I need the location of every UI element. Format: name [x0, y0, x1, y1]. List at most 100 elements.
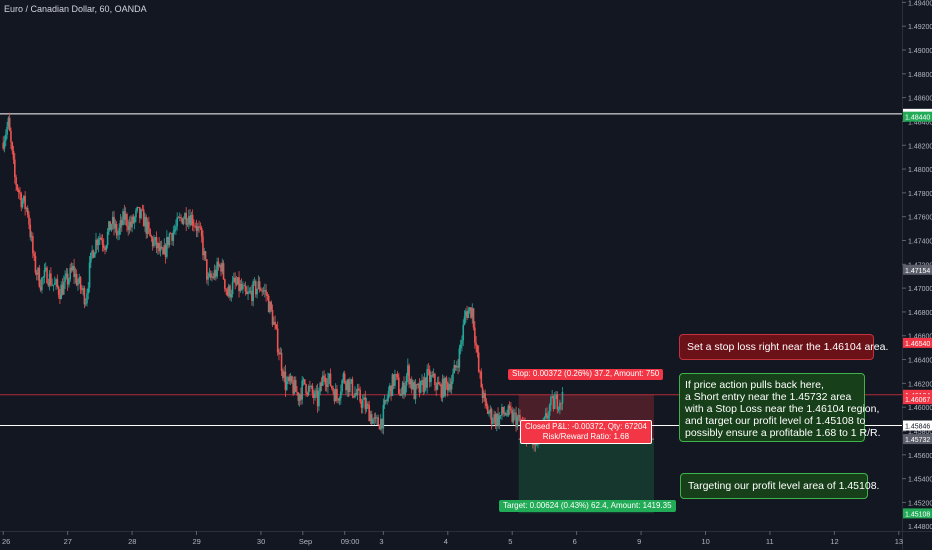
- y-tick-label: 1.45800: [908, 429, 932, 436]
- candle-body: [337, 398, 340, 401]
- candle-body: [444, 377, 447, 397]
- candle-body: [155, 237, 158, 249]
- candle-body: [334, 389, 337, 402]
- candle-body: [167, 237, 169, 246]
- candle-body: [56, 279, 59, 287]
- candle-body: [288, 376, 291, 382]
- candle-body: [78, 277, 81, 283]
- candle-body: [298, 394, 301, 401]
- candle-body: [307, 386, 310, 395]
- candle-body: [44, 267, 47, 270]
- candle-body: [445, 377, 448, 384]
- y-tick-label: 1.47400: [908, 238, 932, 245]
- candle-body: [477, 352, 480, 372]
- candle-body: [10, 130, 12, 143]
- candle-body: [137, 207, 140, 208]
- stop-loss-note[interactable]: Set a stop loss right near the 1.46104 a…: [679, 334, 888, 360]
- candle-body: [29, 224, 32, 238]
- candle-body: [173, 229, 176, 232]
- candle-body: [273, 321, 275, 325]
- candle-body: [452, 373, 454, 382]
- candle-body: [20, 193, 23, 208]
- candle-body: [310, 385, 312, 387]
- candle-body: [113, 216, 115, 229]
- candle-body: [127, 226, 130, 230]
- y-tick-label: 1.48000: [908, 167, 932, 174]
- candle-body: [106, 231, 109, 246]
- candle-body: [552, 396, 555, 409]
- candle-body: [211, 276, 213, 278]
- y-tick-label: 1.49400: [908, 0, 932, 7]
- x-tick-label: 13: [895, 537, 903, 546]
- candle-body: [422, 380, 425, 392]
- candle-body: [207, 276, 209, 280]
- candle-body: [101, 239, 104, 245]
- candle-body: [6, 126, 8, 135]
- candle-body: [110, 224, 113, 231]
- candle-body: [454, 365, 457, 368]
- candle-body: [21, 201, 24, 208]
- y-tick-label: 1.48400: [908, 119, 932, 126]
- candle-body: [511, 410, 514, 422]
- target-note[interactable]: Targeting our profit level area of 1.451…: [680, 473, 879, 499]
- x-tick-label: 6: [573, 537, 577, 546]
- candle-body: [104, 247, 106, 251]
- candle-body: [136, 207, 139, 211]
- candle-body: [163, 245, 166, 255]
- x-tick-label: 26: [2, 537, 10, 546]
- candle-body: [296, 391, 298, 393]
- candle-body: [323, 375, 325, 378]
- candle-body: [551, 396, 553, 398]
- candle-body: [383, 400, 386, 405]
- candle-body: [358, 388, 360, 390]
- y-tick-label: 1.49000: [908, 48, 932, 55]
- candle-body: [253, 281, 256, 283]
- candle-body: [553, 398, 556, 409]
- candle-body: [465, 311, 467, 317]
- candle-body: [285, 381, 288, 390]
- candle-body: [158, 243, 160, 252]
- candle-body: [369, 414, 372, 422]
- candle-body: [222, 263, 225, 280]
- candle-body: [169, 233, 172, 235]
- candle-body: [149, 229, 151, 237]
- candle-body: [414, 384, 417, 400]
- strategy-line: If price action pulls back here,: [685, 379, 824, 391]
- candle-body: [77, 282, 79, 286]
- candle-body: [515, 412, 517, 427]
- candle-body: [194, 225, 197, 227]
- candle-body: [455, 365, 458, 368]
- strategy-note[interactable]: If price action pulls back here, a Short…: [679, 373, 881, 442]
- candle-body: [114, 224, 117, 229]
- candle-body: [249, 290, 252, 292]
- candle-body: [221, 263, 224, 272]
- candle-body: [274, 321, 276, 325]
- candle-body: [374, 417, 377, 419]
- strategy-line: a Short entry near the 1.45732 area: [685, 391, 852, 403]
- candle-body: [372, 419, 374, 424]
- candle-body: [368, 404, 370, 422]
- candle-body: [57, 286, 60, 295]
- candle-body: [66, 273, 69, 285]
- candle-body: [459, 344, 462, 349]
- candle-body: [516, 417, 519, 427]
- y-tick-label: 1.47800: [908, 191, 932, 198]
- candle-body: [264, 290, 266, 291]
- y-tick-label: 1.47000: [908, 286, 932, 293]
- candle-body: [431, 375, 434, 377]
- candle-body: [120, 220, 123, 226]
- candle-body: [51, 284, 53, 286]
- candle-body: [423, 377, 426, 392]
- candle-body: [8, 117, 11, 131]
- candle-body: [324, 377, 327, 385]
- x-tick-label: 28: [128, 537, 136, 546]
- candle-body: [200, 227, 203, 237]
- candle-body: [168, 233, 171, 246]
- candle-body: [419, 380, 422, 393]
- candle-body: [427, 369, 430, 371]
- candle-body: [176, 217, 178, 227]
- candle-body: [498, 415, 501, 426]
- candle-body: [394, 374, 396, 386]
